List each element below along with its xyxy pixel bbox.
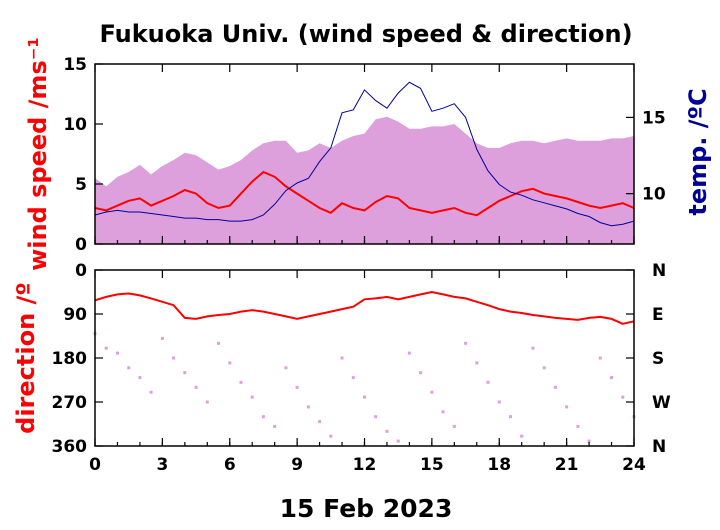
direction-scatter-point: [419, 371, 423, 375]
direction-scatter-point: [621, 395, 625, 399]
x-axis-label-date: 15 Feb 2023: [280, 494, 453, 523]
direction-scatter-point: [138, 376, 142, 380]
direction-scatter-point: [587, 439, 591, 443]
direction-scatter-point: [273, 424, 277, 428]
compass-tick-label: W: [652, 393, 671, 413]
direction-scatter-point: [228, 361, 232, 365]
direction-scatter-point: [250, 395, 254, 399]
wind-speed-line: [94, 170, 635, 217]
direction-scatter-point: [127, 366, 131, 370]
direction-scatter-point: [598, 356, 602, 360]
direction-scatter-point: [217, 341, 220, 345]
direction-scatter-point: [475, 361, 479, 365]
direction-scatter-point: [542, 366, 546, 370]
direction-scatter-point: [452, 424, 456, 428]
direction-scatter-point: [565, 405, 569, 409]
direction-scatter-point: [396, 439, 400, 443]
direction-scatter-point: [104, 346, 108, 350]
direction-scatter-point: [374, 415, 378, 419]
direction-scatter-point: [284, 366, 288, 370]
x-tick-label: 3: [156, 455, 168, 475]
direction-scatter-point: [430, 390, 434, 394]
x-tick-label: 6: [224, 455, 236, 475]
compass-tick-label: N: [652, 437, 666, 457]
direction-plot: [93, 290, 636, 443]
bottom-plot-frame: [94, 269, 635, 447]
y2-tick-label: 15: [642, 108, 666, 128]
direction-scatter-point: [464, 341, 468, 345]
direction-scatter-point: [407, 351, 411, 355]
direction-tick-label: 360: [52, 437, 88, 457]
y-axis-label-direction: direction /º: [12, 282, 40, 434]
y2-axis-label-temperature: temp. /ºC: [684, 88, 712, 215]
direction-tick-label: 180: [52, 349, 88, 369]
direction-scatter-point: [363, 395, 366, 399]
x-tick-label: 24: [622, 455, 646, 475]
chart-title: Fukuoka Univ. (wind speed & direction): [99, 20, 632, 48]
direction-tick-label: 90: [63, 305, 87, 325]
y-tick-label: 15: [63, 55, 87, 75]
x-tick-label: 0: [89, 455, 101, 475]
compass-tick-label: E: [652, 305, 664, 325]
compass-tick-label: S: [652, 349, 664, 369]
y-tick-label: 10: [63, 115, 87, 135]
direction-scatter-point: [441, 410, 445, 414]
gust-envelope-area: [95, 116, 634, 244]
temperature-line: [94, 81, 635, 227]
y2-tick-label: 10: [642, 185, 666, 205]
direction-scatter-point: [194, 385, 198, 389]
x-tick-label: 18: [487, 455, 511, 475]
x-tick-label: 9: [291, 455, 303, 475]
y-axis-label-wind-speed: wind speed /ms⁻¹: [24, 37, 52, 271]
direction-scatter-point: [205, 400, 209, 404]
direction-scatter-point: [497, 400, 501, 404]
direction-scatter-point: [306, 405, 310, 409]
direction-scatter-point: [116, 351, 119, 355]
direction-scatter-point: [172, 356, 176, 360]
y-tick-label: 5: [75, 175, 87, 195]
direction-scatter-point: [576, 424, 580, 428]
direction-scatter-point: [149, 390, 153, 394]
y-tick-label: 0: [75, 235, 87, 255]
direction-scatter-point: [239, 380, 243, 384]
compass-tick-label: N: [652, 261, 666, 281]
direction-tick-label: 0: [75, 261, 87, 281]
direction-scatter-point: [295, 385, 299, 389]
wind-speed-plot: [94, 81, 635, 244]
axes-ticks: 0 3 6 9 12 15 18 21 24 0 5 10 15 10 15 0 N 90 E 180 S 270 W 360…: [52, 55, 672, 475]
direction-scatter-point: [160, 336, 164, 340]
direction-scatter-point: [520, 434, 524, 438]
direction-scatter-point: [329, 434, 333, 438]
x-tick-label: 21: [555, 455, 579, 475]
x-tick-label: 12: [353, 455, 377, 475]
direction-scatter-point: [531, 346, 535, 350]
direction-scatter-point: [183, 371, 187, 375]
direction-scatter-point: [509, 415, 512, 419]
direction-scatter-point: [351, 376, 355, 380]
direction-line: [94, 290, 635, 325]
direction-scatter-point: [318, 420, 322, 424]
x-tick-label: 15: [420, 455, 444, 475]
direction-scatter-point: [553, 385, 557, 389]
direction-tick-label: 270: [52, 393, 88, 413]
direction-scatter-point: [610, 376, 613, 380]
direction-scatter-point: [486, 380, 490, 384]
direction-scatter-point: [261, 415, 265, 419]
direction-scatter-point: [385, 429, 389, 433]
direction-scatter-point: [340, 356, 344, 360]
